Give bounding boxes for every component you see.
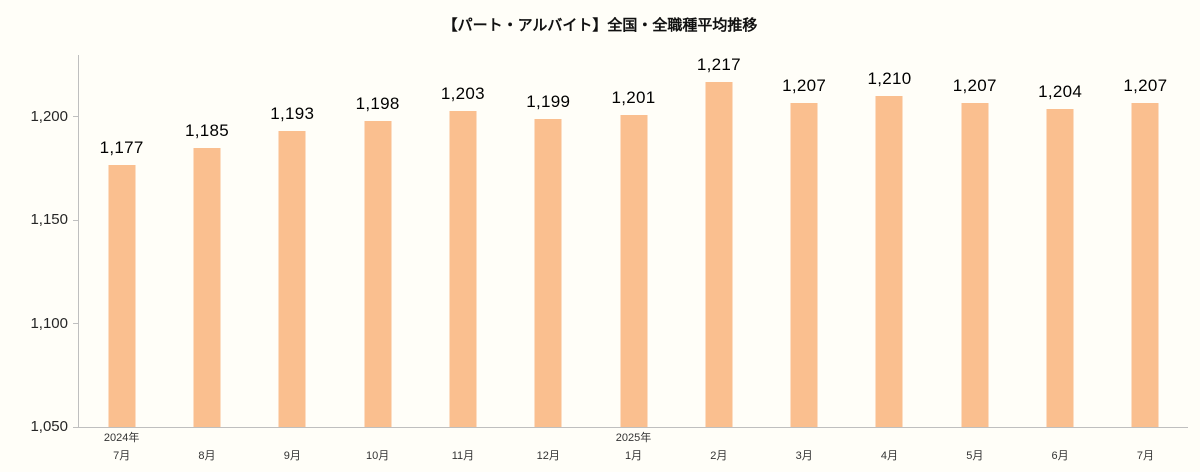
x-axis-year-label: 2024年 [103, 432, 140, 444]
x-axis-month-label: 3月 [795, 450, 813, 462]
bar-column: 1,198 10月 [335, 55, 420, 462]
x-axis-year-label [335, 431, 420, 450]
x-axis-label: 9月 [250, 427, 335, 462]
x-axis-label: 12月 [506, 427, 591, 462]
x-axis-month-label: 10月 [365, 450, 390, 462]
bar-column: 1,204 6月 [1017, 55, 1102, 462]
bar [193, 148, 221, 427]
x-axis-label: 2月 [676, 427, 761, 462]
x-axis-month-label: 4月 [880, 450, 899, 462]
x-axis-year-label [847, 431, 932, 450]
bar-column: 1,201 2025年 1月 [591, 55, 676, 462]
x-axis-year-label [762, 431, 847, 450]
x-axis-month-label: 7月 [1136, 450, 1154, 462]
x-axis-month-label: 6月 [1051, 450, 1069, 462]
y-axis-tick-mark [73, 323, 79, 325]
bar [620, 114, 648, 427]
x-axis-year-label [932, 431, 1017, 450]
y-axis-tick-label: 1,050 [30, 418, 68, 435]
x-axis-month-label: 11月 [451, 450, 475, 462]
bar-value-label: 1,207 [952, 75, 997, 95]
x-axis-label: 2025年 1月 [591, 427, 676, 462]
bar [1131, 102, 1159, 427]
x-axis-label: 7月 [1103, 427, 1188, 462]
bar-value-label: 1,203 [440, 83, 485, 103]
bar-value-label: 1,217 [696, 54, 741, 74]
x-axis-month-label: 12月 [536, 450, 560, 462]
x-axis-label: 2024年 7月 [79, 427, 164, 462]
x-axis-month-label: 9月 [283, 450, 301, 462]
bar-value-label: 1,185 [184, 121, 229, 140]
chart-title: 【パート・アルバイト】全国・全職種平均推移 [442, 17, 758, 34]
x-axis-label: 11月 [420, 427, 505, 462]
bar [961, 102, 989, 427]
bar-column: 1,207 5月 [932, 55, 1017, 462]
x-axis-label: 4月 [847, 427, 932, 462]
x-axis-year-label [1103, 431, 1188, 450]
bar-column: 1,193 9月 [250, 55, 335, 462]
y-axis-tick-label: 1,200 [30, 107, 68, 125]
x-axis-year-label [676, 431, 761, 450]
x-axis-month-label: 8月 [198, 450, 216, 462]
x-axis-month-label: 5月 [966, 450, 984, 462]
bar-value-label: 1,204 [1038, 81, 1083, 101]
x-axis-label: 10月 [335, 427, 420, 462]
bar-value-label: 1,207 [1123, 75, 1168, 95]
x-axis-month-label: 2月 [710, 450, 728, 462]
bar [534, 119, 562, 427]
bar [790, 102, 818, 427]
bar [705, 81, 733, 427]
x-axis-year-label [506, 431, 591, 450]
bar [449, 110, 477, 427]
bar [108, 164, 136, 427]
y-axis-tick-label: 1,100 [30, 314, 68, 332]
bar-value-label: 1,198 [355, 94, 400, 114]
bar-value-label: 1,201 [611, 87, 656, 107]
bar-column: 1,207 7月 [1103, 55, 1188, 462]
x-axis-month-label: 1月 [624, 450, 643, 462]
bar-column: 1,199 12月 [506, 55, 591, 462]
bar-value-label: 1,177 [99, 137, 144, 157]
y-axis-tick-label: 1,150 [30, 211, 68, 229]
bar [278, 131, 306, 427]
bar-column: 1,203 11月 [420, 55, 505, 462]
x-axis-label: 8月 [164, 427, 249, 462]
bar-column: 1,207 3月 [762, 55, 847, 462]
bar [875, 96, 903, 427]
y-axis-tick-mark [73, 426, 79, 428]
x-axis-year-label [1017, 431, 1102, 450]
x-axis-year-label: 2025年 [615, 432, 652, 444]
plot-area: 1,177 2024年 7月 1,185 8月 1,193 9月 1,198 10月 1,203 1… [30, 54, 1188, 462]
bar-value-label: 1,210 [867, 69, 912, 89]
x-axis-year-label [250, 431, 335, 450]
bar-value-label: 1,199 [526, 92, 571, 112]
bar-column: 1,177 2024年 7月 [79, 55, 164, 462]
x-axis-year-label [420, 431, 505, 450]
x-axis-year-label [164, 431, 249, 450]
bar-column: 1,217 2月 [676, 54, 761, 462]
bar [1046, 108, 1074, 427]
bar-value-label: 1,193 [270, 104, 315, 124]
y-axis-tick-mark [73, 116, 79, 118]
bar-column: 1,185 8月 [164, 55, 249, 462]
x-axis-month-label: 7月 [113, 450, 131, 462]
y-axis-tick-mark [73, 219, 79, 221]
bar-column: 1,210 4月 [847, 55, 932, 462]
x-axis-label: 6月 [1017, 427, 1102, 462]
bar [364, 121, 392, 427]
x-axis-label: 3月 [762, 427, 847, 462]
x-axis-label: 5月 [932, 427, 1017, 462]
bar-value-label: 1,207 [782, 75, 827, 95]
